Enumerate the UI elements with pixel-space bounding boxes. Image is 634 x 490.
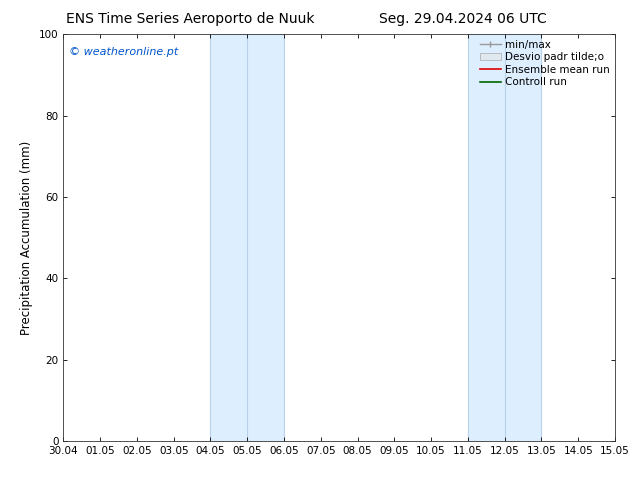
- Text: © weatheronline.pt: © weatheronline.pt: [69, 47, 178, 56]
- Text: ENS Time Series Aeroporto de Nuuk: ENS Time Series Aeroporto de Nuuk: [66, 12, 314, 26]
- Legend: min/max, Desvio padr tilde;o, Ensemble mean run, Controll run: min/max, Desvio padr tilde;o, Ensemble m…: [478, 37, 612, 89]
- Text: Seg. 29.04.2024 06 UTC: Seg. 29.04.2024 06 UTC: [379, 12, 547, 26]
- Bar: [210, 34, 284, 441]
- Bar: [468, 34, 541, 441]
- Y-axis label: Precipitation Accumulation (mm): Precipitation Accumulation (mm): [20, 141, 34, 335]
